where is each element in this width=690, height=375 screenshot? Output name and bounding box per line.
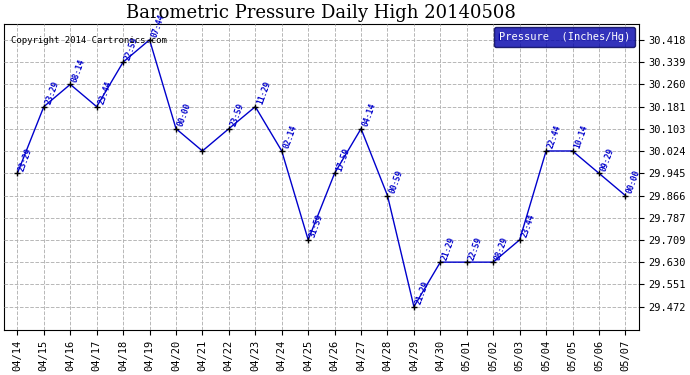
- Text: 21:29: 21:29: [414, 280, 431, 306]
- Title: Barometric Pressure Daily High 20140508: Barometric Pressure Daily High 20140508: [126, 4, 516, 22]
- Text: 11:29: 11:29: [255, 80, 272, 106]
- Text: 22:59: 22:59: [466, 236, 484, 261]
- Text: 21:29: 21:29: [440, 236, 457, 261]
- Text: 04:14: 04:14: [361, 102, 378, 128]
- Text: 23:59: 23:59: [229, 102, 246, 128]
- Text: 02:14: 02:14: [282, 124, 299, 150]
- Text: Copyright 2014 Cartronics.com: Copyright 2014 Cartronics.com: [10, 36, 166, 45]
- Text: 23:44: 23:44: [97, 80, 113, 106]
- Text: 23:44: 23:44: [520, 213, 536, 239]
- Text: 23:29: 23:29: [44, 80, 61, 106]
- Text: 23:29: 23:29: [17, 146, 34, 172]
- Text: 31:59: 31:59: [308, 213, 325, 239]
- Text: 00:00: 00:00: [176, 102, 193, 128]
- Text: 22:59: 22:59: [123, 35, 140, 61]
- Text: 08:14: 08:14: [70, 57, 87, 84]
- Text: 07:44: 07:44: [150, 13, 166, 39]
- Text: 09:29: 09:29: [599, 146, 615, 172]
- Text: 00:00: 00:00: [625, 169, 642, 195]
- Text: 00:59: 00:59: [388, 169, 404, 195]
- Text: 22:44: 22:44: [546, 124, 563, 150]
- Text: 08:29: 08:29: [493, 236, 510, 261]
- Text: 10:14: 10:14: [573, 124, 589, 150]
- Legend: Pressure  (Inches/Hg): Pressure (Inches/Hg): [494, 27, 635, 47]
- Text: 17:59: 17:59: [335, 146, 351, 172]
